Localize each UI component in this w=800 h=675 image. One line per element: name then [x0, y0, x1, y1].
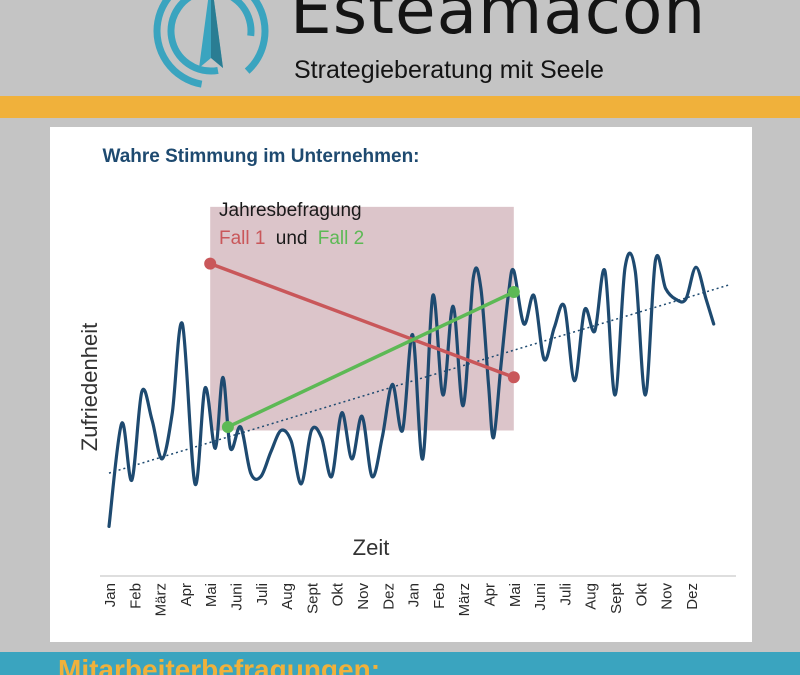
compass-needle-icon [153, 0, 269, 89]
x-tick-label: Feb [431, 583, 448, 609]
x-tick-label: März [456, 583, 473, 616]
accent-bar [0, 96, 800, 118]
x-tick-label: Okt [633, 582, 650, 606]
box-caption-title: Jahresbefragung [219, 200, 362, 221]
x-tick-label: Juli [557, 583, 574, 606]
chart-card: Wahre Stimmung im Unternehmen: Jahresbef… [50, 127, 752, 642]
fall2-start-point [221, 420, 234, 433]
x-tick-label: Nov [355, 583, 372, 610]
x-tick-label: Jan [406, 583, 423, 607]
fall2-line [227, 290, 515, 429]
x-tick-label: Apr [482, 583, 499, 606]
fall1-line [209, 262, 515, 379]
x-tick-label: Feb [127, 583, 144, 609]
x-tick-label: Mai [203, 583, 220, 607]
legend-und: und [276, 228, 308, 249]
x-tick-label: Aug [583, 583, 600, 610]
header: Esteamacon Strategieberatung mit Seele [0, 0, 800, 96]
box-caption-legend: Fall 1 und Fall 2 [219, 228, 364, 249]
x-tick-label: Okt [330, 582, 347, 606]
x-tick-label: Jan [102, 583, 119, 607]
x-tick-label: Juni [229, 583, 246, 611]
fall1-end-point [507, 371, 520, 384]
footer-bar: Mitarbeiterbefragungen: [0, 652, 800, 675]
x-tick-label: Sept [608, 582, 625, 614]
chart-title: Wahre Stimmung im Unternehmen: [102, 146, 419, 167]
footer-heading: Mitarbeiterbefragungen: [58, 654, 381, 675]
x-axis-label: Zeit [353, 535, 390, 560]
x-tick-label: Mai [507, 583, 524, 607]
brand-tagline: Strategieberatung mit Seele [294, 56, 604, 84]
legend-fall2: Fall 2 [318, 228, 364, 249]
x-tick-label: Apr [178, 583, 195, 606]
x-tick-label: Sept [304, 582, 321, 614]
x-tick-label: Juni [532, 583, 549, 611]
brand-name: Esteamacon [290, 0, 707, 49]
fall1-start-point [204, 257, 217, 270]
fall2-end-point [507, 286, 520, 299]
y-axis-label: Zufriedenheit [77, 323, 102, 451]
chart: Wahre Stimmung im Unternehmen: Jahresbef… [77, 146, 736, 616]
series-line [107, 251, 716, 528]
x-tick-label: März [153, 583, 170, 616]
x-tick-label: Juli [254, 583, 271, 606]
x-tick-label: Dez [380, 583, 397, 610]
x-tick-label: Dez [684, 583, 701, 610]
legend-fall1: Fall 1 [219, 228, 265, 249]
x-tick-label: Aug [279, 583, 296, 610]
x-tick-label: Nov [659, 583, 676, 610]
x-tick-labels: Jan Feb März Apr Mai Juni Juli Aug Sept Okt Nov Dez… [102, 582, 701, 616]
